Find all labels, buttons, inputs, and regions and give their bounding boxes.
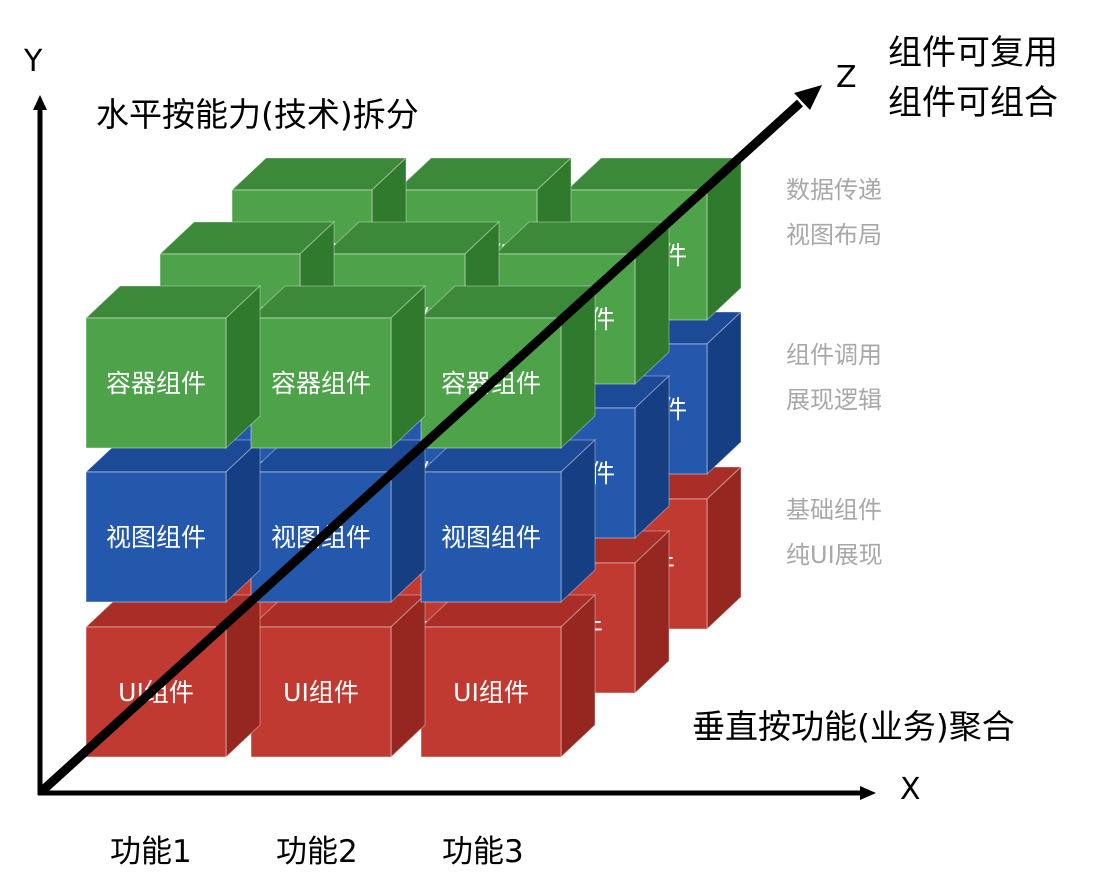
cube-label: UI组件 <box>283 678 359 707</box>
note-presentation-logic: 展现逻辑 <box>786 386 882 414</box>
horizontal-split-title: 水平按能力(技术)拆分 <box>96 95 419 134</box>
cube-ui-f2-d1: UI组件 <box>249 593 427 759</box>
y-axis-arrowhead <box>33 95 47 110</box>
z-axis <box>38 99 804 795</box>
cube-label: 视图组件 <box>441 523 541 552</box>
ui-notes: 基础组件 纯UI展现 <box>786 488 883 578</box>
cube-label: 视图组件 <box>106 523 206 552</box>
cube-label: UI组件 <box>453 678 529 707</box>
z-caption-reusable: 组件可复用 <box>888 33 1058 73</box>
cube-ui-f3-d1: UI组件 <box>419 593 597 759</box>
vertical-aggregate-title: 垂直按功能(业务)聚合 <box>692 707 1015 746</box>
x-axis-arrowhead <box>860 786 876 800</box>
cube-label: 容器组件 <box>106 369 206 398</box>
cube-view-f3-d1: 视图组件 <box>419 438 597 604</box>
cube-container-f1-d1: 容器组件 <box>84 284 262 450</box>
function-label-3: 功能3 <box>442 834 524 870</box>
note-data-passing: 数据传递 <box>786 176 882 204</box>
note-base-component: 基础组件 <box>786 496 882 524</box>
cube-label: 容器组件 <box>271 369 371 398</box>
cube-container-f2-d1: 容器组件 <box>249 284 427 450</box>
y-axis-label: Y <box>24 44 43 79</box>
note-pure-ui: 纯UI展现 <box>786 541 883 569</box>
z-axis-label: Z <box>836 60 857 95</box>
container-notes: 数据传递 视图布局 <box>786 168 882 258</box>
view-notes: 组件调用 展现逻辑 <box>786 333 882 423</box>
z-caption-composable: 组件可组合 <box>888 83 1058 123</box>
z-captions: 组件可复用 组件可组合 <box>888 28 1058 128</box>
function-label-1: 功能1 <box>110 834 192 870</box>
note-view-layout: 视图布局 <box>786 221 882 249</box>
note-component-call: 组件调用 <box>786 341 882 369</box>
function-label-2: 功能2 <box>276 834 358 870</box>
z-axis-arrowhead <box>794 85 822 110</box>
x-axis-label: X <box>900 772 921 807</box>
cube-view-f1-d1: 视图组件 <box>84 438 262 604</box>
